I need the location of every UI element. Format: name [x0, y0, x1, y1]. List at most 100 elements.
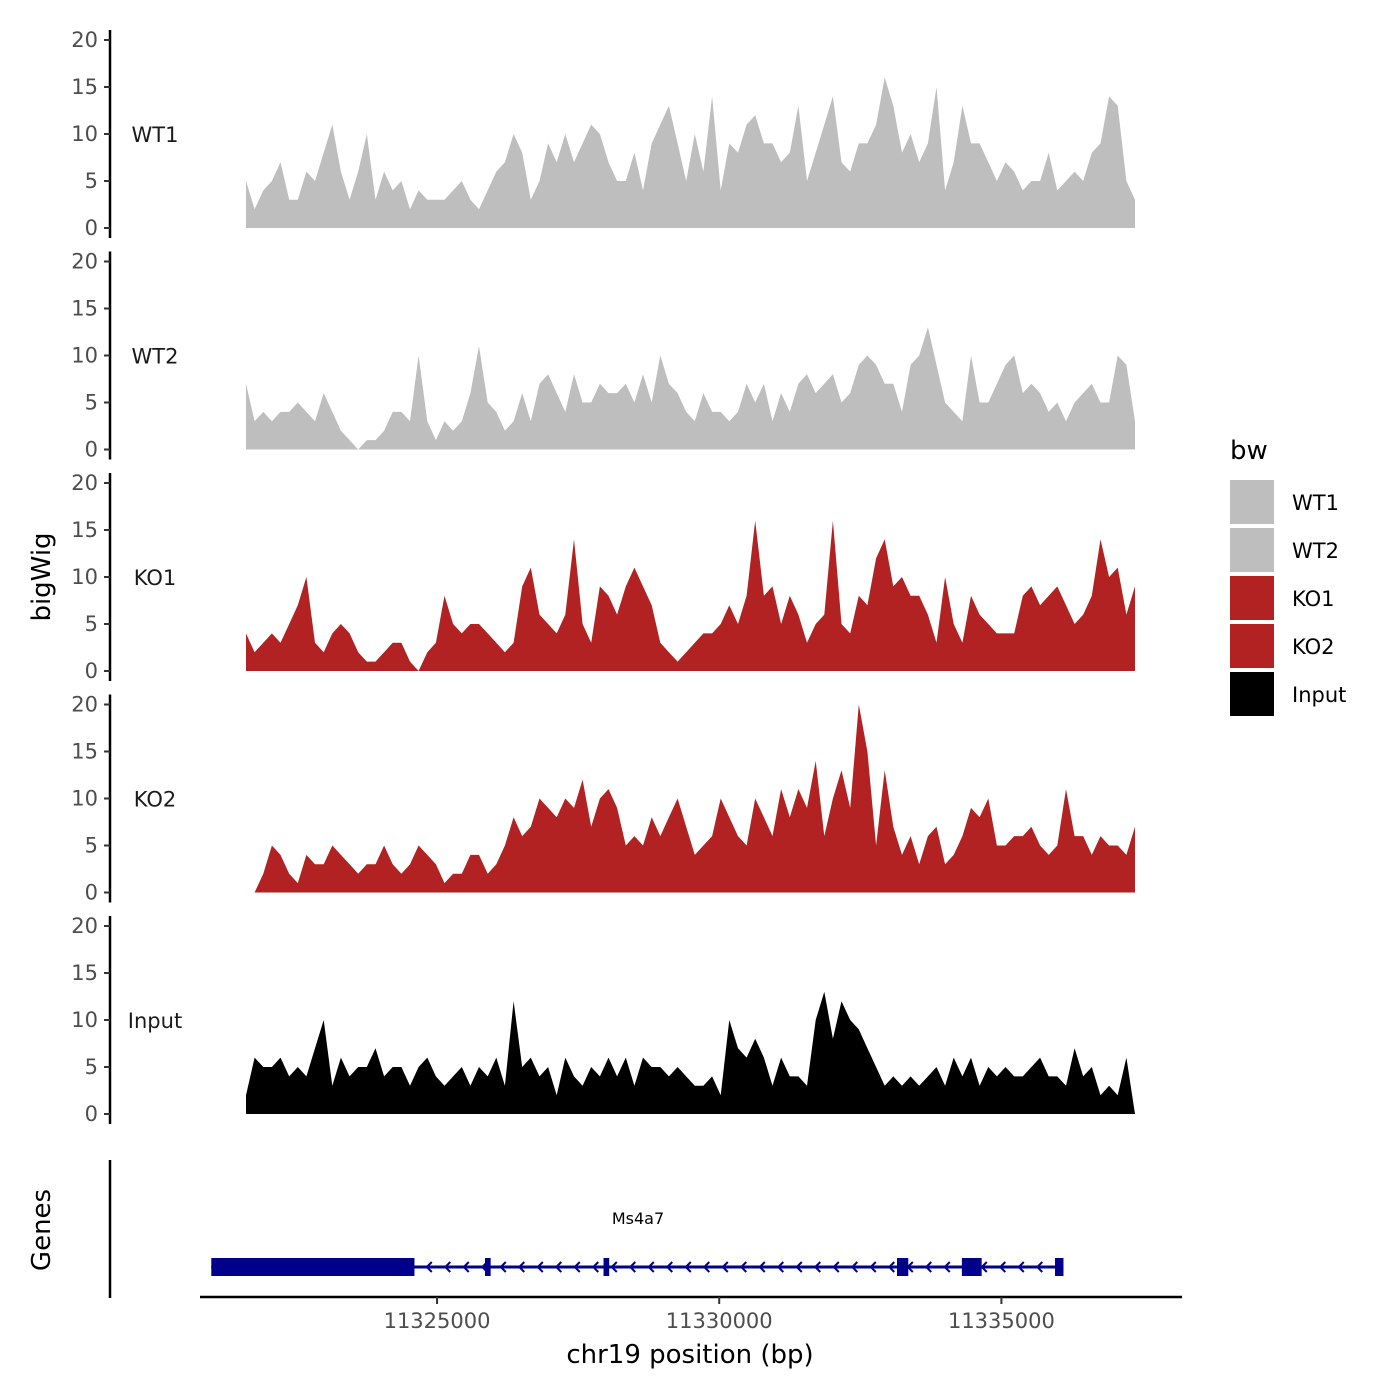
strand-arrow: [702, 1261, 710, 1273]
y-tick-label: 10: [71, 122, 98, 146]
legend-swatch-wt2: [1230, 528, 1274, 572]
coverage-area: [246, 704, 1135, 893]
legend: bw WT1 WT2 KO1 KO2 Input: [1230, 436, 1346, 716]
tracks-layer: 0 5 10 15 20 WT1 0 5 10 15 20 WT2 0 5 10 15 20 KO1 0 5 10 15 2…: [71, 28, 1135, 1126]
exon-block: [1055, 1258, 1064, 1276]
y-tick-label: 0: [85, 659, 98, 683]
strand-arrow: [758, 1261, 766, 1273]
strand-arrow: [554, 1261, 562, 1273]
strand-arrow: [536, 1261, 544, 1273]
legend-label-input: Input: [1292, 683, 1346, 707]
legend-label-wt2: WT2: [1292, 539, 1339, 563]
y-tick-label: 20: [71, 471, 98, 495]
strand-arrow: [647, 1261, 655, 1273]
strand-arrow: [850, 1261, 858, 1273]
x-tick-label: 11325000: [384, 1309, 491, 1333]
y-tick-label: 5: [85, 612, 98, 636]
track-label: WT2: [132, 345, 179, 369]
coverage-area: [246, 991, 1135, 1114]
genes-axis-title: Genes: [27, 1189, 57, 1271]
exon-block: [603, 1258, 610, 1276]
y-tick-label: 0: [85, 216, 98, 240]
strand-arrow: [610, 1261, 618, 1273]
strand-arrow: [998, 1261, 1006, 1273]
y-tick-label: 15: [71, 518, 98, 542]
exon-block: [211, 1258, 415, 1276]
y-tick-label: 5: [85, 834, 98, 858]
y-tick-label: 10: [71, 344, 98, 368]
y-tick-label: 10: [71, 1008, 98, 1032]
gene-ms4a7: Ms4a7: [211, 1209, 1064, 1276]
track-wt1: 0 5 10 15 20 WT1: [71, 28, 1135, 240]
strand-arrow: [425, 1261, 433, 1273]
x-tick-label: 11330000: [666, 1309, 773, 1333]
track-label: WT1: [132, 123, 179, 147]
y-tick-label: 0: [85, 881, 98, 905]
y-tick-label: 15: [71, 75, 98, 99]
exon-block: [896, 1258, 909, 1276]
strand-arrow: [628, 1261, 636, 1273]
y-tick-label: 10: [71, 565, 98, 589]
exon-block: [485, 1258, 491, 1276]
strand-arrow: [517, 1261, 525, 1273]
y-tick-label: 0: [85, 1102, 98, 1126]
track-label: KO1: [134, 566, 177, 590]
genes-layer: Ms4a7: [108, 1160, 1064, 1298]
y-tick-label: 20: [71, 28, 98, 52]
legend-swatch-input: [1230, 672, 1274, 716]
x-axis-title: chr19 position (bp): [566, 1340, 813, 1370]
legend-title: bw: [1230, 436, 1268, 466]
strand-arrow: [591, 1261, 599, 1273]
y-tick-label: 5: [85, 169, 98, 193]
y-tick-label: 10: [71, 787, 98, 811]
strand-arrow: [924, 1261, 932, 1273]
strand-arrow: [739, 1261, 747, 1273]
strand-arrow: [980, 1261, 988, 1273]
track-label: KO2: [134, 788, 177, 812]
strand-arrow: [1017, 1261, 1025, 1273]
strand-arrow: [795, 1261, 803, 1273]
strand-arrow: [943, 1261, 951, 1273]
y-tick-label: 20: [71, 250, 98, 274]
coverage-area: [246, 77, 1135, 228]
y-tick-label: 20: [71, 914, 98, 938]
legend-swatch-ko1: [1230, 576, 1274, 620]
strand-arrow: [462, 1261, 470, 1273]
gene-name-label: Ms4a7: [612, 1209, 664, 1228]
strand-arrow: [665, 1261, 673, 1273]
y-tick-label: 15: [71, 740, 98, 764]
y-tick-label: 15: [71, 961, 98, 985]
strand-arrow: [573, 1261, 581, 1273]
legend-label-ko2: KO2: [1292, 635, 1335, 659]
coverage-area: [246, 327, 1135, 450]
track-input: 0 5 10 15 20 Input: [71, 914, 1135, 1126]
y-axis-title: bigWig: [27, 532, 57, 621]
track-wt2: 0 5 10 15 20 WT2: [71, 250, 1135, 462]
strand-arrow: [832, 1261, 840, 1273]
y-tick-label: 0: [85, 438, 98, 462]
legend-label-ko1: KO1: [1292, 587, 1335, 611]
y-tick-label: 20: [71, 693, 98, 717]
strand-arrow: [776, 1261, 784, 1273]
legend-swatch-wt1: [1230, 480, 1274, 524]
strand-arrow: [684, 1261, 692, 1273]
strand-arrow: [721, 1261, 729, 1273]
y-tick-label: 5: [85, 391, 98, 415]
strand-arrow: [443, 1261, 451, 1273]
strand-arrow: [813, 1261, 821, 1273]
track-label: Input: [128, 1009, 182, 1033]
y-tick-label: 15: [71, 297, 98, 321]
exon-block: [961, 1258, 982, 1276]
legend-label-wt1: WT1: [1292, 491, 1339, 515]
strand-arrow: [1035, 1261, 1043, 1273]
y-tick-label: 5: [85, 1055, 98, 1079]
x-axis: 11325000 11330000 11335000: [200, 1295, 1182, 1333]
track-ko1: 0 5 10 15 20 KO1: [71, 471, 1135, 683]
x-tick-label: 11335000: [948, 1309, 1055, 1333]
track-ko2: 0 5 10 15 20 KO2: [71, 693, 1135, 905]
strand-arrow: [869, 1261, 877, 1273]
legend-swatch-ko2: [1230, 624, 1274, 668]
strand-arrow: [887, 1261, 895, 1273]
